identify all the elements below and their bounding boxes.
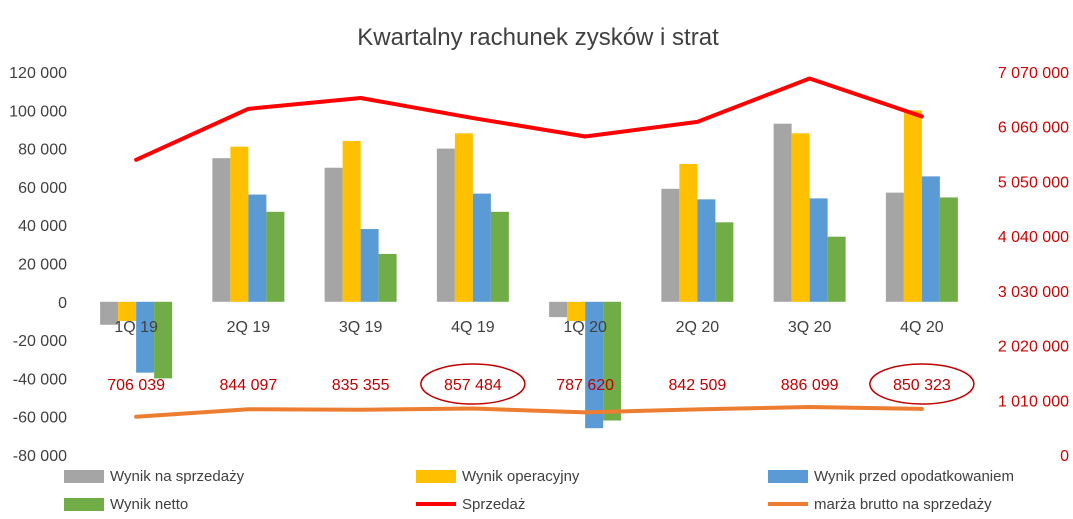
series-line — [134, 404, 924, 419]
data-label: 857 484 — [444, 377, 502, 394]
bar — [266, 211, 285, 302]
left-tick-label: 0 — [58, 295, 67, 312]
right-tick-label: 2 020 000 — [998, 339, 1069, 356]
bar — [697, 199, 716, 302]
data-label: 850 323 — [893, 377, 951, 394]
bar — [549, 301, 568, 318]
bar — [100, 301, 119, 325]
chart-title: Kwartalny rachunek zysków i strat — [357, 24, 719, 51]
left-tick-label: 100 000 — [9, 103, 67, 120]
category-label: 2Q 19 — [227, 319, 271, 336]
bar — [679, 163, 698, 302]
legend-label: Wynik przed opodatkowaniem — [814, 468, 1014, 485]
series-line — [134, 76, 924, 162]
legend-swatch — [768, 470, 808, 483]
bar — [472, 193, 491, 302]
bar — [715, 222, 734, 302]
right-tick-label: 0 — [1060, 448, 1069, 465]
bar-series — [100, 110, 958, 429]
bar — [136, 301, 155, 373]
right-tick-label: 3 030 000 — [998, 284, 1069, 301]
legend: Wynik na sprzedaży Wynik operacyjny Wynik … — [64, 468, 1014, 513]
bar — [885, 192, 904, 302]
bar — [154, 301, 173, 379]
data-label: 886 099 — [781, 377, 839, 394]
line-series — [134, 76, 924, 419]
legend-label: Wynik netto — [110, 496, 188, 513]
legend-label: marża brutto na sprzedaży — [814, 496, 992, 513]
right-axis: 7 070 000 6 060 000 5 050 000 4 040 000 3 03… — [998, 65, 1069, 465]
category-label: 2Q 20 — [676, 319, 720, 336]
bar — [939, 197, 958, 302]
left-tick-label: 40 000 — [18, 218, 67, 235]
label-highlight-ellipse — [869, 363, 975, 405]
right-tick-label: 5 050 000 — [998, 174, 1069, 191]
bar — [360, 229, 379, 302]
legend-label: Sprzedaż — [462, 496, 525, 513]
bar — [791, 133, 810, 302]
data-label: 835 355 — [332, 377, 390, 394]
category-label: 3Q 19 — [339, 319, 383, 336]
bar — [567, 301, 586, 321]
bar — [490, 211, 509, 302]
bar — [661, 188, 680, 302]
data-labels: 706 039 844 097 835 355 857 484 787 620 842 5… — [107, 363, 975, 405]
bar — [603, 301, 622, 421]
category-label: 1Q 20 — [563, 319, 607, 336]
left-tick-label: -60 000 — [13, 410, 67, 427]
bar — [212, 158, 231, 302]
left-tick-label: 120 000 — [9, 65, 67, 82]
left-tick-label: 20 000 — [18, 257, 67, 274]
category-label: 1Q 19 — [114, 319, 158, 336]
right-tick-label: 6 060 000 — [998, 120, 1069, 137]
label-highlight-ellipse — [420, 363, 526, 405]
bar — [118, 301, 137, 321]
left-tick-label: 60 000 — [18, 180, 67, 197]
legend-swatch — [64, 470, 104, 483]
right-tick-label: 7 070 000 — [998, 65, 1069, 82]
bar — [248, 194, 267, 302]
right-tick-label: 4 040 000 — [998, 229, 1069, 246]
bar — [230, 146, 249, 302]
category-label: 3Q 20 — [788, 319, 832, 336]
bar — [921, 176, 940, 302]
legend-swatch — [64, 498, 104, 511]
bar — [903, 110, 922, 302]
data-label: 706 039 — [107, 377, 165, 394]
left-tick-label: -40 000 — [13, 371, 67, 388]
left-tick-label: -80 000 — [13, 448, 67, 465]
category-labels: 1Q 19 2Q 19 3Q 19 4Q 19 1Q 20 2Q 20 3Q 20 4Q 20 — [114, 319, 943, 336]
left-axis: 120 000 100 000 80 000 60 000 40 000 20 000 0 -… — [9, 65, 67, 465]
bar — [324, 167, 343, 302]
bar — [342, 140, 361, 302]
category-label: 4Q 19 — [451, 319, 495, 336]
category-label: 4Q 20 — [900, 319, 944, 336]
bar — [809, 198, 828, 302]
data-label: 844 097 — [219, 377, 277, 394]
bar — [827, 236, 846, 302]
legend-label: Wynik na sprzedaży — [110, 468, 245, 485]
left-tick-label: -20 000 — [13, 333, 67, 350]
data-label: 842 509 — [668, 377, 726, 394]
bar — [585, 301, 604, 429]
data-label: 787 620 — [556, 377, 614, 394]
right-tick-label: 1 010 000 — [998, 393, 1069, 410]
bar — [454, 133, 473, 302]
left-tick-label: 80 000 — [18, 142, 67, 159]
bar — [773, 123, 792, 302]
bar — [436, 148, 455, 302]
legend-swatch — [416, 470, 456, 483]
legend-label: Wynik operacyjny — [462, 468, 580, 485]
bar — [378, 253, 397, 302]
